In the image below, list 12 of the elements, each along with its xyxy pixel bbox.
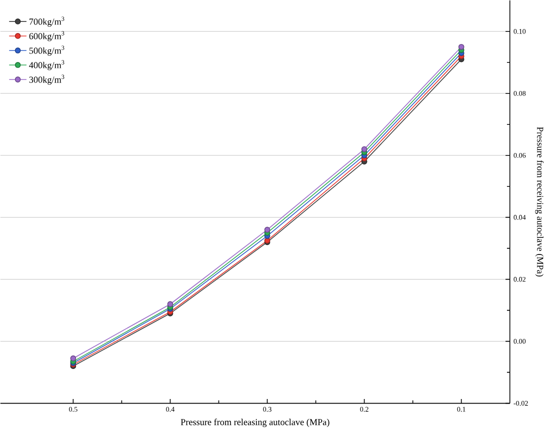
point xyxy=(264,226,270,232)
y-axis-title: Pressure from receiving autoclave (MPa) xyxy=(535,126,544,276)
point xyxy=(458,44,464,50)
point xyxy=(361,146,368,152)
x-axis-title: Pressure from releasing autoclave (MPa) xyxy=(180,418,330,427)
legend-label: 700kg/m$^{3}$ xyxy=(30,16,64,26)
point xyxy=(167,300,174,307)
point xyxy=(70,355,76,362)
legend-label: 500kg/m$^{3}$ xyxy=(29,46,64,56)
legend-label: 400kg/m$^{3}$ xyxy=(29,60,64,70)
legend-label: 600kg/m$^{3}$ xyxy=(29,31,64,41)
legend-label: 300kg/m$^{3}$ xyxy=(29,74,64,84)
